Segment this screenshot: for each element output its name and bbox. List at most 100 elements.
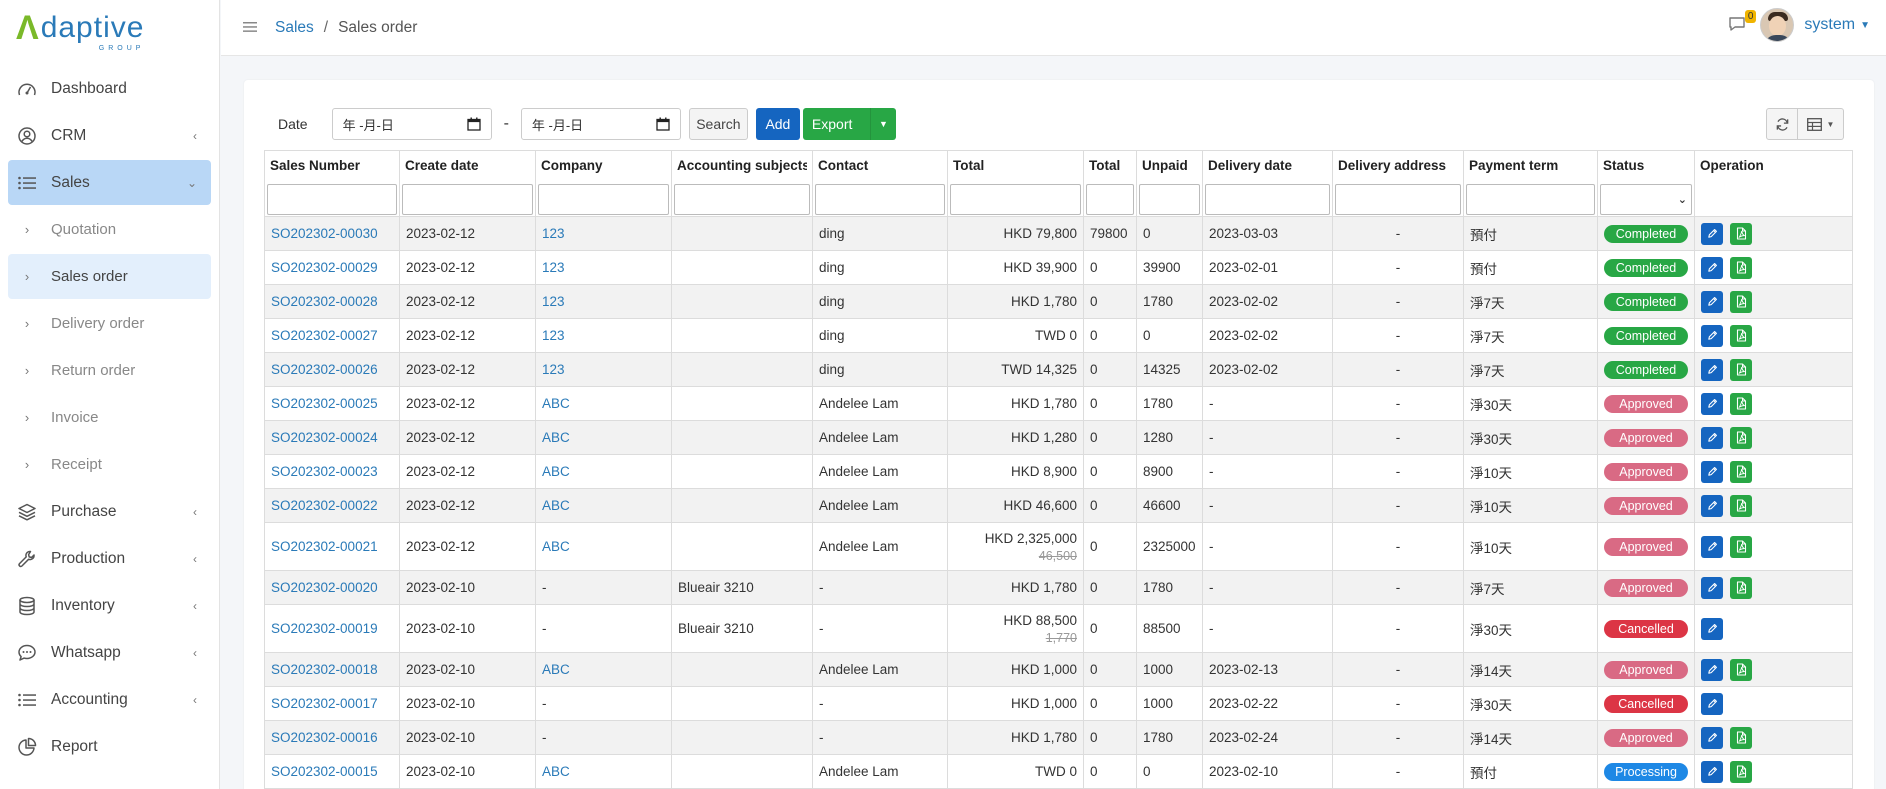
filter-input-sales-number[interactable] xyxy=(267,184,397,215)
sales-number-link[interactable]: SO202302-00024 xyxy=(264,420,400,455)
pdf-button[interactable] xyxy=(1730,426,1752,449)
sales-number-link[interactable]: SO202302-00019 xyxy=(264,604,400,653)
avatar[interactable] xyxy=(1760,8,1795,42)
edit-button[interactable] xyxy=(1701,324,1723,347)
column-label[interactable]: Total xyxy=(953,158,985,173)
column-label[interactable]: Payment term xyxy=(1469,158,1559,173)
sidebar-item-whatsapp[interactable]: Whatsapp ‹ xyxy=(8,630,211,675)
pdf-button[interactable] xyxy=(1730,256,1752,279)
user-menu[interactable]: system xyxy=(1804,16,1856,33)
column-label[interactable]: Accounting subjects xyxy=(677,158,807,173)
add-button[interactable]: Add xyxy=(755,108,800,140)
edit-button[interactable] xyxy=(1701,658,1723,681)
filter-input-delivery-address[interactable] xyxy=(1335,184,1461,215)
pdf-button[interactable] xyxy=(1730,222,1752,245)
pdf-button[interactable] xyxy=(1730,658,1752,681)
company-cell[interactable]: 123 xyxy=(535,284,672,319)
filter-input-contact[interactable] xyxy=(815,184,945,215)
column-label[interactable]: Status xyxy=(1603,158,1645,173)
sales-number-link[interactable]: SO202302-00030 xyxy=(264,216,400,251)
sales-number-link[interactable]: SO202302-00028 xyxy=(264,284,400,319)
sidebar-item-sales[interactable]: Sales ⌄ xyxy=(8,160,211,205)
pdf-button[interactable] xyxy=(1730,392,1752,415)
edit-button[interactable] xyxy=(1701,460,1723,483)
date-from-input[interactable]: 年 -月-日 xyxy=(331,108,492,140)
sidebar-subitem-return-order[interactable]: › Return order xyxy=(8,348,211,393)
pdf-button[interactable] xyxy=(1730,535,1752,558)
column-label[interactable]: Create date xyxy=(405,158,479,173)
filter-input-company[interactable] xyxy=(538,184,669,215)
column-label[interactable]: Operation xyxy=(1700,158,1764,173)
export-dropdown-button[interactable]: ▼ xyxy=(869,108,896,140)
sales-number-link[interactable]: SO202302-00015 xyxy=(264,754,400,789)
sidebar-subitem-receipt[interactable]: › Receipt xyxy=(8,442,211,487)
edit-button[interactable] xyxy=(1701,426,1723,449)
company-cell[interactable]: ABC xyxy=(535,386,672,421)
pdf-button[interactable] xyxy=(1730,760,1752,783)
sales-number-link[interactable]: SO202302-00016 xyxy=(264,720,400,755)
pdf-button[interactable] xyxy=(1730,494,1752,517)
status-filter-select[interactable]: ⌄ xyxy=(1600,184,1692,215)
pdf-button[interactable] xyxy=(1730,726,1752,749)
sidebar-item-crm[interactable]: CRM ‹ xyxy=(8,113,211,158)
company-cell[interactable]: 123 xyxy=(535,216,672,251)
filter-input-unpaid[interactable] xyxy=(1139,184,1200,215)
column-label[interactable]: Contact xyxy=(818,158,869,173)
pdf-button[interactable] xyxy=(1730,358,1752,381)
edit-button[interactable] xyxy=(1701,494,1723,517)
search-button[interactable]: Search xyxy=(688,108,748,140)
columns-toggle-button[interactable]: ▼ xyxy=(1798,108,1844,140)
company-cell[interactable]: ABC xyxy=(535,420,672,455)
company-cell[interactable]: 123 xyxy=(535,250,672,285)
company-cell[interactable]: ABC xyxy=(535,522,672,571)
company-cell[interactable]: ABC xyxy=(535,488,672,523)
company-cell[interactable]: ABC xyxy=(535,754,672,789)
edit-button[interactable] xyxy=(1701,290,1723,313)
edit-button[interactable] xyxy=(1701,222,1723,245)
company-cell[interactable]: 123 xyxy=(535,352,672,387)
sidebar-item-accounting[interactable]: Accounting ‹ xyxy=(8,677,211,722)
sidebar-item-report[interactable]: Report xyxy=(8,724,211,769)
edit-button[interactable] xyxy=(1701,726,1723,749)
edit-button[interactable] xyxy=(1701,535,1723,558)
sidebar-subitem-invoice[interactable]: › Invoice xyxy=(8,395,211,440)
sales-number-link[interactable]: SO202302-00027 xyxy=(264,318,400,353)
brand-logo[interactable]: Λ daptive GROUP xyxy=(0,0,219,56)
sales-number-link[interactable]: SO202302-00018 xyxy=(264,652,400,687)
column-label[interactable]: Total xyxy=(1089,158,1121,173)
edit-button[interactable] xyxy=(1701,692,1723,715)
menu-toggle-icon[interactable] xyxy=(243,17,257,38)
date-to-input[interactable]: 年 -月-日 xyxy=(520,108,681,140)
pdf-button[interactable] xyxy=(1730,324,1752,347)
sales-number-link[interactable]: SO202302-00026 xyxy=(264,352,400,387)
notification-button[interactable]: 0 xyxy=(1728,9,1757,35)
sidebar-item-inventory[interactable]: Inventory ‹ xyxy=(8,583,211,628)
filter-input-total[interactable] xyxy=(950,184,1081,215)
sales-number-link[interactable]: SO202302-00029 xyxy=(264,250,400,285)
sales-number-link[interactable]: SO202302-00017 xyxy=(264,686,400,721)
sales-number-link[interactable]: SO202302-00025 xyxy=(264,386,400,421)
sidebar-subitem-sales-order[interactable]: › Sales order xyxy=(8,254,211,299)
edit-button[interactable] xyxy=(1701,392,1723,415)
sales-number-link[interactable]: SO202302-00020 xyxy=(264,570,400,605)
breadcrumb-sales-link[interactable]: Sales xyxy=(275,18,314,36)
sales-number-link[interactable]: SO202302-00022 xyxy=(264,488,400,523)
edit-button[interactable] xyxy=(1701,760,1723,783)
filter-input-total[interactable] xyxy=(1086,184,1134,215)
filter-input-accounting-subjects[interactable] xyxy=(674,184,810,215)
sidebar-subitem-delivery-order[interactable]: › Delivery order xyxy=(8,301,211,346)
company-cell[interactable]: ABC xyxy=(535,652,672,687)
caret-down-icon[interactable]: ▼ xyxy=(1860,19,1870,31)
company-cell[interactable]: 123 xyxy=(535,318,672,353)
column-label[interactable]: Sales Number xyxy=(270,158,361,173)
sidebar-item-production[interactable]: Production ‹ xyxy=(8,536,211,581)
sidebar-item-purchase[interactable]: Purchase ‹ xyxy=(8,489,211,534)
filter-input-payment-term[interactable] xyxy=(1466,184,1595,215)
filter-input-create-date[interactable] xyxy=(402,184,533,215)
filter-input-delivery-date[interactable] xyxy=(1205,184,1330,215)
column-label[interactable]: Delivery date xyxy=(1208,158,1293,173)
edit-button[interactable] xyxy=(1701,358,1723,381)
export-button[interactable]: Export xyxy=(802,108,870,140)
sales-number-link[interactable]: SO202302-00023 xyxy=(264,454,400,489)
pdf-button[interactable] xyxy=(1730,290,1752,313)
